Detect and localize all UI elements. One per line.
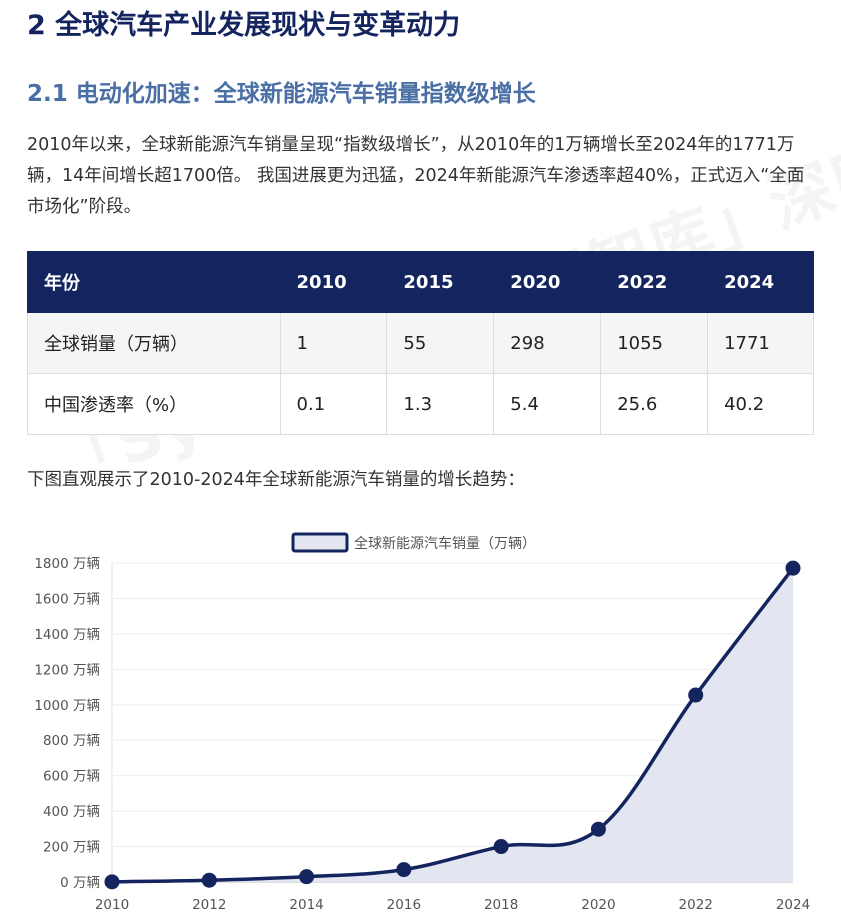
x-tick-label: 2024 bbox=[776, 897, 810, 913]
data-point bbox=[785, 560, 801, 576]
y-tick-label: 800 万辆 bbox=[43, 733, 100, 749]
row-label: 全球销量（万辆） bbox=[27, 312, 281, 374]
data-point bbox=[201, 872, 217, 888]
chart-caption: 下图直观展示了2010-2024年全球新能源汽车销量的增长趋势： bbox=[27, 470, 525, 490]
table-cell: 1771 bbox=[707, 312, 814, 374]
table-cell: 1055 bbox=[600, 312, 709, 374]
x-tick-label: 2012 bbox=[192, 897, 226, 913]
section-title: 2.1 电动化加速：全球新能源汽车销量指数级增长 bbox=[27, 81, 536, 107]
y-tick-label: 1800 万辆 bbox=[34, 556, 100, 572]
data-point bbox=[104, 874, 120, 890]
header-2010: 2010 bbox=[279, 251, 388, 313]
sales-table: 年份 2010 2015 2020 2022 2024 全球销量（万辆） 1 5… bbox=[27, 251, 814, 435]
y-tick-label: 400 万辆 bbox=[43, 804, 100, 820]
x-tick-label: 2018 bbox=[484, 897, 518, 913]
table-cell: 40.2 bbox=[707, 373, 814, 435]
table-cell: 25.6 bbox=[600, 373, 709, 435]
y-tick-label: 1000 万辆 bbox=[34, 698, 100, 714]
sales-chart: 0 万辆 200 万辆 400 万辆 600 万辆 800 万辆 1000 万辆 1200 … bbox=[27, 523, 817, 921]
table-row: 中国渗透率（%） 0.1 1.3 5.4 25.6 40.2 bbox=[27, 373, 814, 435]
intro-paragraph: 2010年以来，全球新能源汽车销量呈现“指数级增长”，从2010年的1万辆增长至… bbox=[27, 135, 805, 217]
header-2015: 2015 bbox=[386, 251, 495, 313]
x-tick-label: 2022 bbox=[679, 897, 713, 913]
data-point bbox=[493, 839, 509, 855]
x-tick-label: 2016 bbox=[387, 897, 421, 913]
data-point bbox=[396, 862, 412, 878]
row-label: 中国渗透率（%） bbox=[27, 373, 281, 435]
table-cell: 55 bbox=[386, 312, 495, 374]
table-cell: 1 bbox=[279, 312, 388, 374]
header-year: 年份 bbox=[27, 251, 281, 313]
y-tick-label: 0 万辆 bbox=[60, 875, 100, 891]
header-2022: 2022 bbox=[600, 251, 709, 313]
table-header-row: 年份 2010 2015 2020 2022 2024 bbox=[27, 251, 814, 313]
sales-chart-svg: 0 万辆 200 万辆 400 万辆 600 万辆 800 万辆 1000 万辆 1200 … bbox=[34, 532, 810, 913]
y-tick-label: 600 万辆 bbox=[43, 769, 100, 785]
table-cell: 298 bbox=[493, 312, 602, 374]
data-point bbox=[590, 821, 606, 837]
x-tick-label: 2010 bbox=[95, 897, 129, 913]
table-cell: 1.3 bbox=[386, 373, 495, 435]
y-tick-label: 1400 万辆 bbox=[34, 627, 100, 643]
table-cell: 0.1 bbox=[279, 373, 388, 435]
x-tick-label: 2014 bbox=[289, 897, 323, 913]
header-2024: 2024 bbox=[707, 251, 814, 313]
table-cell: 5.4 bbox=[493, 373, 602, 435]
y-tick-label: 1200 万辆 bbox=[34, 662, 100, 678]
data-point bbox=[299, 869, 315, 885]
header-2020: 2020 bbox=[493, 251, 602, 313]
page-title: 2 全球汽车产业发展现状与变革动力 bbox=[27, 10, 461, 41]
table-row: 全球销量（万辆） 1 55 298 1055 1771 bbox=[27, 312, 814, 374]
legend-swatch bbox=[291, 532, 349, 553]
data-point bbox=[688, 687, 704, 703]
legend-label: 全球新能源汽车销量（万辆） bbox=[354, 535, 536, 552]
y-tick-label: 1600 万辆 bbox=[34, 591, 100, 607]
x-tick-label: 2020 bbox=[581, 897, 615, 913]
y-tick-label: 200 万辆 bbox=[43, 840, 100, 856]
series-area bbox=[112, 568, 793, 882]
